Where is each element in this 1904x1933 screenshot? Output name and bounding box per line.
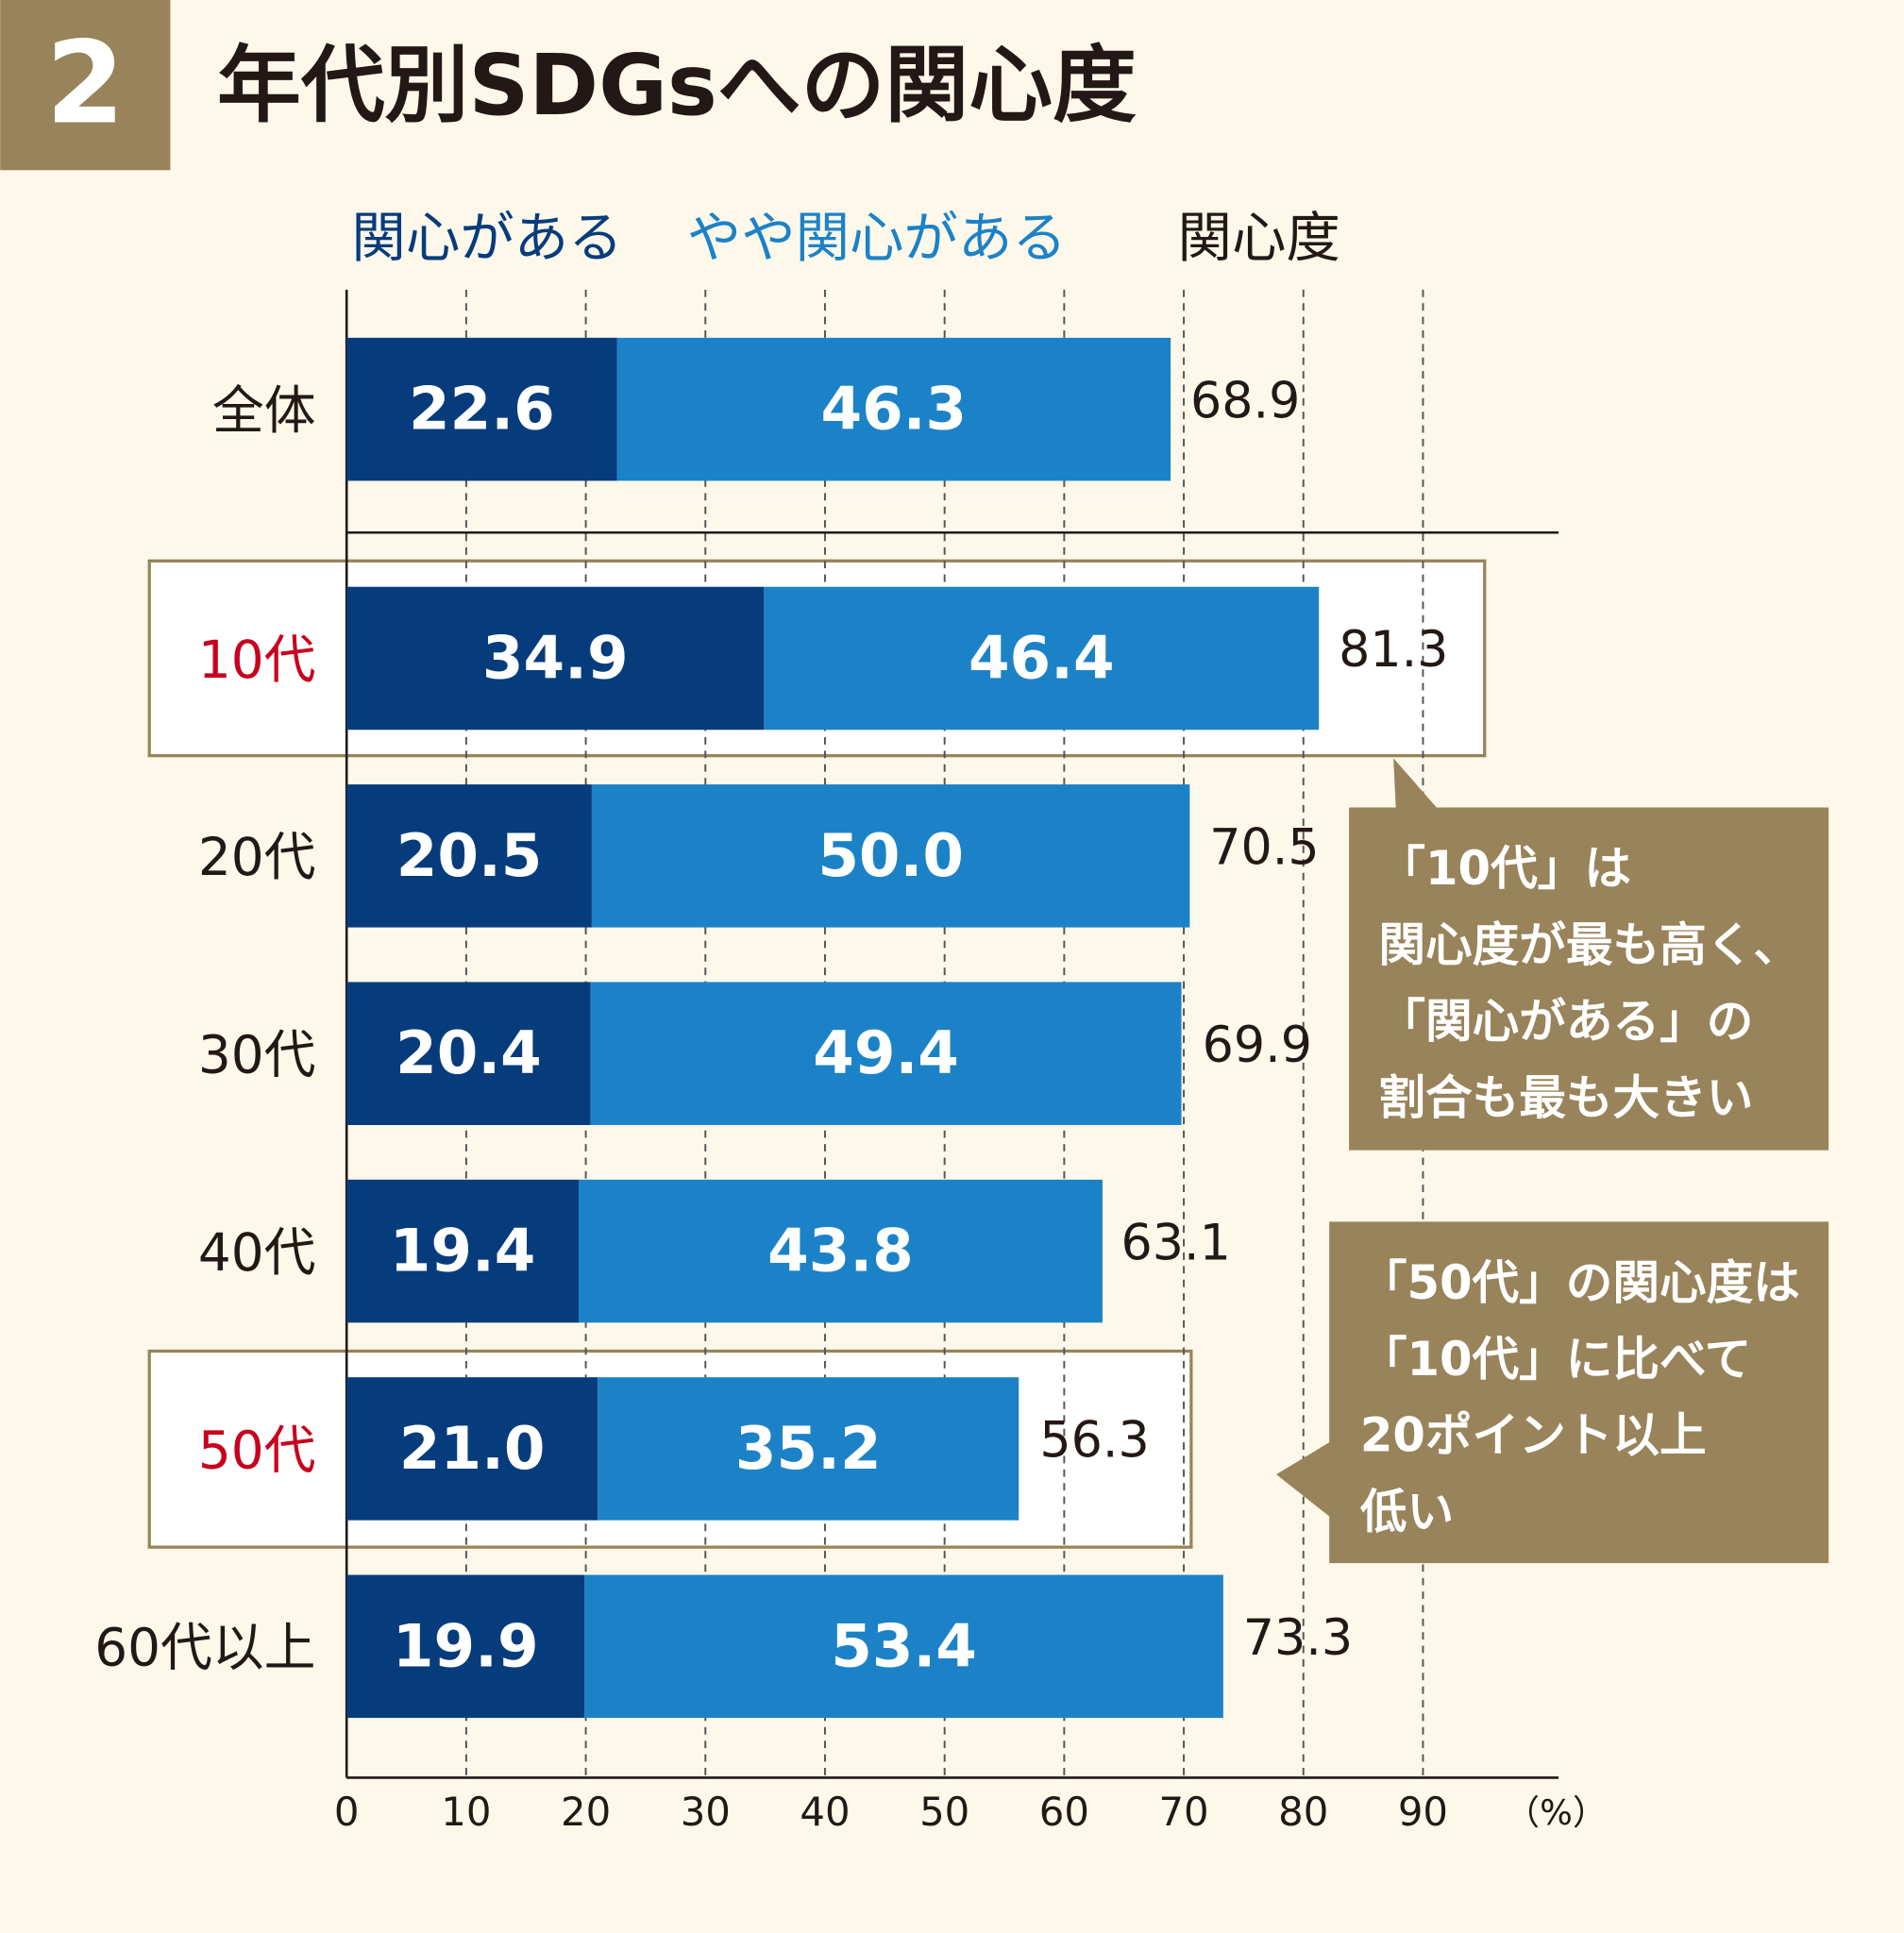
y-tick-label: 40代 xyxy=(198,1222,316,1283)
x-unit: （%） xyxy=(1506,1792,1608,1833)
x-tick-label: 70 xyxy=(1158,1789,1208,1835)
bar xyxy=(346,982,591,1125)
total-label: 56.3 xyxy=(1039,1413,1149,1470)
callout xyxy=(1349,758,1829,1151)
annotation-text: 「10代」に比べて xyxy=(1360,1332,1751,1387)
bar xyxy=(346,586,765,731)
annotation-text: 「50代」の関心度は xyxy=(1360,1255,1800,1310)
y-tick-label: 50代 xyxy=(198,1420,316,1480)
x-tick-label: 0 xyxy=(334,1789,360,1835)
x-tick-label: 80 xyxy=(1278,1789,1328,1835)
callout xyxy=(1276,1221,1829,1564)
bar xyxy=(598,1377,1019,1521)
y-tick-label: 全体 xyxy=(212,380,316,441)
total-label: 73.3 xyxy=(1243,1610,1353,1667)
annotation-text: 関心度が最も高く、 xyxy=(1378,917,1800,972)
bar xyxy=(578,1179,1103,1323)
bar-label: 46.4 xyxy=(969,623,1115,692)
bar-label: 53.4 xyxy=(831,1611,977,1680)
annotation-text: 20ポイント以上 xyxy=(1360,1408,1707,1463)
annotation-text: 割合も最も大きい xyxy=(1378,1070,1753,1125)
bar xyxy=(591,784,1190,928)
bar-label: 19.4 xyxy=(390,1217,536,1286)
x-tick-label: 50 xyxy=(919,1789,969,1835)
bar xyxy=(346,1574,585,1719)
bar-label: 49.4 xyxy=(813,1018,959,1087)
annotation-text: 低い xyxy=(1360,1485,1454,1539)
legend-label: 関心がある xyxy=(351,207,622,270)
bar-label: 22.6 xyxy=(409,375,555,444)
bar xyxy=(590,982,1182,1125)
total-label: 69.9 xyxy=(1203,1017,1312,1074)
bar xyxy=(346,337,617,481)
x-tick-label: 40 xyxy=(800,1789,850,1835)
x-tick-label: 20 xyxy=(561,1789,611,1835)
y-tick-label: 10代 xyxy=(198,630,316,690)
bar-label: 34.9 xyxy=(482,623,629,692)
total-label: 81.3 xyxy=(1339,622,1448,679)
bar xyxy=(346,1179,579,1323)
bar-label: 20.5 xyxy=(396,821,543,890)
x-tick-label: 90 xyxy=(1398,1789,1448,1835)
bar-label: 43.8 xyxy=(767,1217,914,1286)
chart-title: 年代別SDGsへの関心度 xyxy=(217,37,1137,134)
bar-label: 46.3 xyxy=(820,375,967,444)
bar xyxy=(616,337,1171,481)
bar xyxy=(584,1574,1223,1719)
badge-box xyxy=(0,0,171,171)
x-tick-label: 60 xyxy=(1039,1789,1089,1835)
legend-label: 関心度 xyxy=(1178,207,1340,270)
annotation-text: 「10代」は xyxy=(1378,841,1631,896)
bar xyxy=(346,784,592,928)
legend-label: やや関心がある xyxy=(687,207,1067,270)
y-tick-label: 30代 xyxy=(198,1025,316,1085)
x-tick-label: 10 xyxy=(441,1789,491,1835)
y-tick-label: 60代以上 xyxy=(94,1618,315,1678)
total-label: 63.1 xyxy=(1121,1215,1231,1271)
total-label: 68.9 xyxy=(1190,373,1300,429)
bar xyxy=(764,586,1320,731)
bar-label: 35.2 xyxy=(735,1414,882,1483)
bar-label: 50.0 xyxy=(817,821,964,890)
bar-label: 20.4 xyxy=(396,1018,542,1087)
annotation-text: 「関心がある」の xyxy=(1378,994,1753,1049)
bar-label: 21.0 xyxy=(399,1414,546,1483)
total-label: 70.5 xyxy=(1209,820,1319,877)
y-tick-label: 20代 xyxy=(198,827,316,887)
bar xyxy=(346,1377,598,1521)
badge: 2 xyxy=(45,17,125,149)
x-tick-label: 30 xyxy=(681,1789,731,1835)
bar-label: 19.9 xyxy=(393,1611,539,1680)
